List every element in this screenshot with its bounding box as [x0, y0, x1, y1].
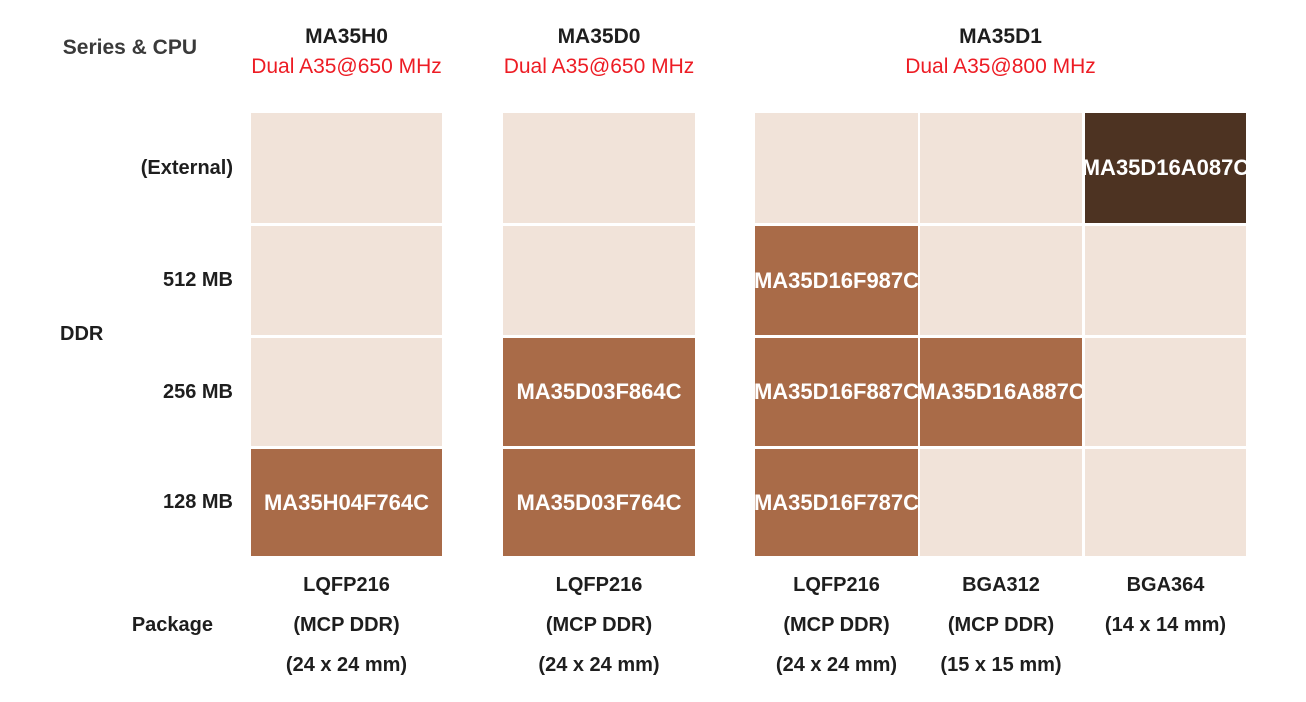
package-type: (MCP DDR) [293, 614, 400, 636]
cell-ma35h0-256mb [251, 338, 442, 446]
cell-ma35d1-bga312-512mb [920, 226, 1082, 335]
cell-ma35d1-lqfp216-external [755, 113, 918, 223]
series-name-ma35d0: MA35D0 [557, 25, 641, 48]
series-cpu-ma35d1: Dual A35@800 MHz [905, 55, 1096, 78]
cell-ma35d1-lqfp216-256mb: MA35D16F887C [754, 338, 919, 446]
cell-ma35d1-lqfp216-128mb: MA35D16F787C [754, 449, 919, 556]
package-type: (MCP DDR) [783, 614, 890, 636]
package-type: (MCP DDR) [545, 614, 653, 636]
package-name: LQFP216 [555, 574, 643, 596]
package-name: LQFP216 [793, 574, 880, 596]
ddr-row-label-128mb: 128 MB [162, 491, 233, 513]
package-name: BGA312 [962, 574, 1040, 596]
package-size: (24 x 24 mm) [285, 654, 408, 676]
cell-ma35d0-512mb [503, 226, 695, 335]
series-cpu-axis-label: Series & CPU [62, 36, 197, 59]
ddr-row-label-external: (External) [140, 156, 233, 179]
series-name-ma35h0: MA35H0 [305, 25, 388, 48]
cell-ma35h0-128mb: MA35H04F764C [251, 449, 442, 556]
ddr-row-label-256mb: 256 MB [162, 380, 233, 403]
cell-ma35h0-external [251, 113, 442, 223]
package-name: BGA364 [1126, 574, 1205, 596]
cell-ma35d0-128mb: MA35D03F764C [503, 449, 695, 556]
series-name-ma35d1: MA35D1 [959, 25, 1042, 48]
ddr-row-label-512mb: 512 MB [162, 269, 233, 291]
package-col-lqfp216-1: LQFP216 (MCP DDR) (24 x 24 mm) [251, 565, 442, 685]
package-col-lqfp216-2: LQFP216 (MCP DDR) (24 x 24 mm) [503, 565, 695, 685]
package-axis-label: Package [131, 614, 213, 636]
package-col-bga364: BGA364 (14 x 14 mm) [1085, 565, 1246, 645]
package-col-lqfp216-3: LQFP216 (MCP DDR) (24 x 24 mm) [755, 565, 918, 685]
series-cpu-ma35h0: Dual A35@650 MHz [251, 55, 442, 78]
cell-ma35d0-external [503, 113, 695, 223]
package-size: (14 x 14 mm) [1104, 614, 1227, 636]
cell-ma35d1-bga312-128mb [920, 449, 1082, 556]
ddr-axis-label: DDR [60, 323, 104, 345]
cell-ma35h0-512mb [251, 226, 442, 335]
cell-ma35d0-256mb: MA35D03F864C [503, 338, 695, 446]
package-size: (15 x 15 mm) [940, 654, 1062, 676]
cell-ma35d1-bga312-256mb: MA35D16A887C [917, 338, 1085, 446]
package-col-bga312: BGA312 (MCP DDR) (15 x 15 mm) [920, 565, 1082, 685]
cell-ma35d1-bga364-128mb [1085, 449, 1246, 556]
cell-ma35d1-bga364-512mb [1085, 226, 1246, 335]
cell-ma35d1-bga364-external: MA35D16A087C [1082, 113, 1249, 223]
package-name: LQFP216 [303, 574, 390, 596]
package-type: (MCP DDR) [947, 614, 1055, 636]
cell-ma35d1-lqfp216-512mb: MA35D16F987C [754, 226, 919, 335]
package-size: (24 x 24 mm) [538, 654, 660, 676]
series-cpu-ma35d0: Dual A35@650 MHz [503, 55, 695, 78]
cell-ma35d1-bga312-external [920, 113, 1082, 223]
package-size: (24 x 24 mm) [775, 654, 898, 676]
cell-ma35d1-bga364-256mb [1085, 338, 1246, 446]
